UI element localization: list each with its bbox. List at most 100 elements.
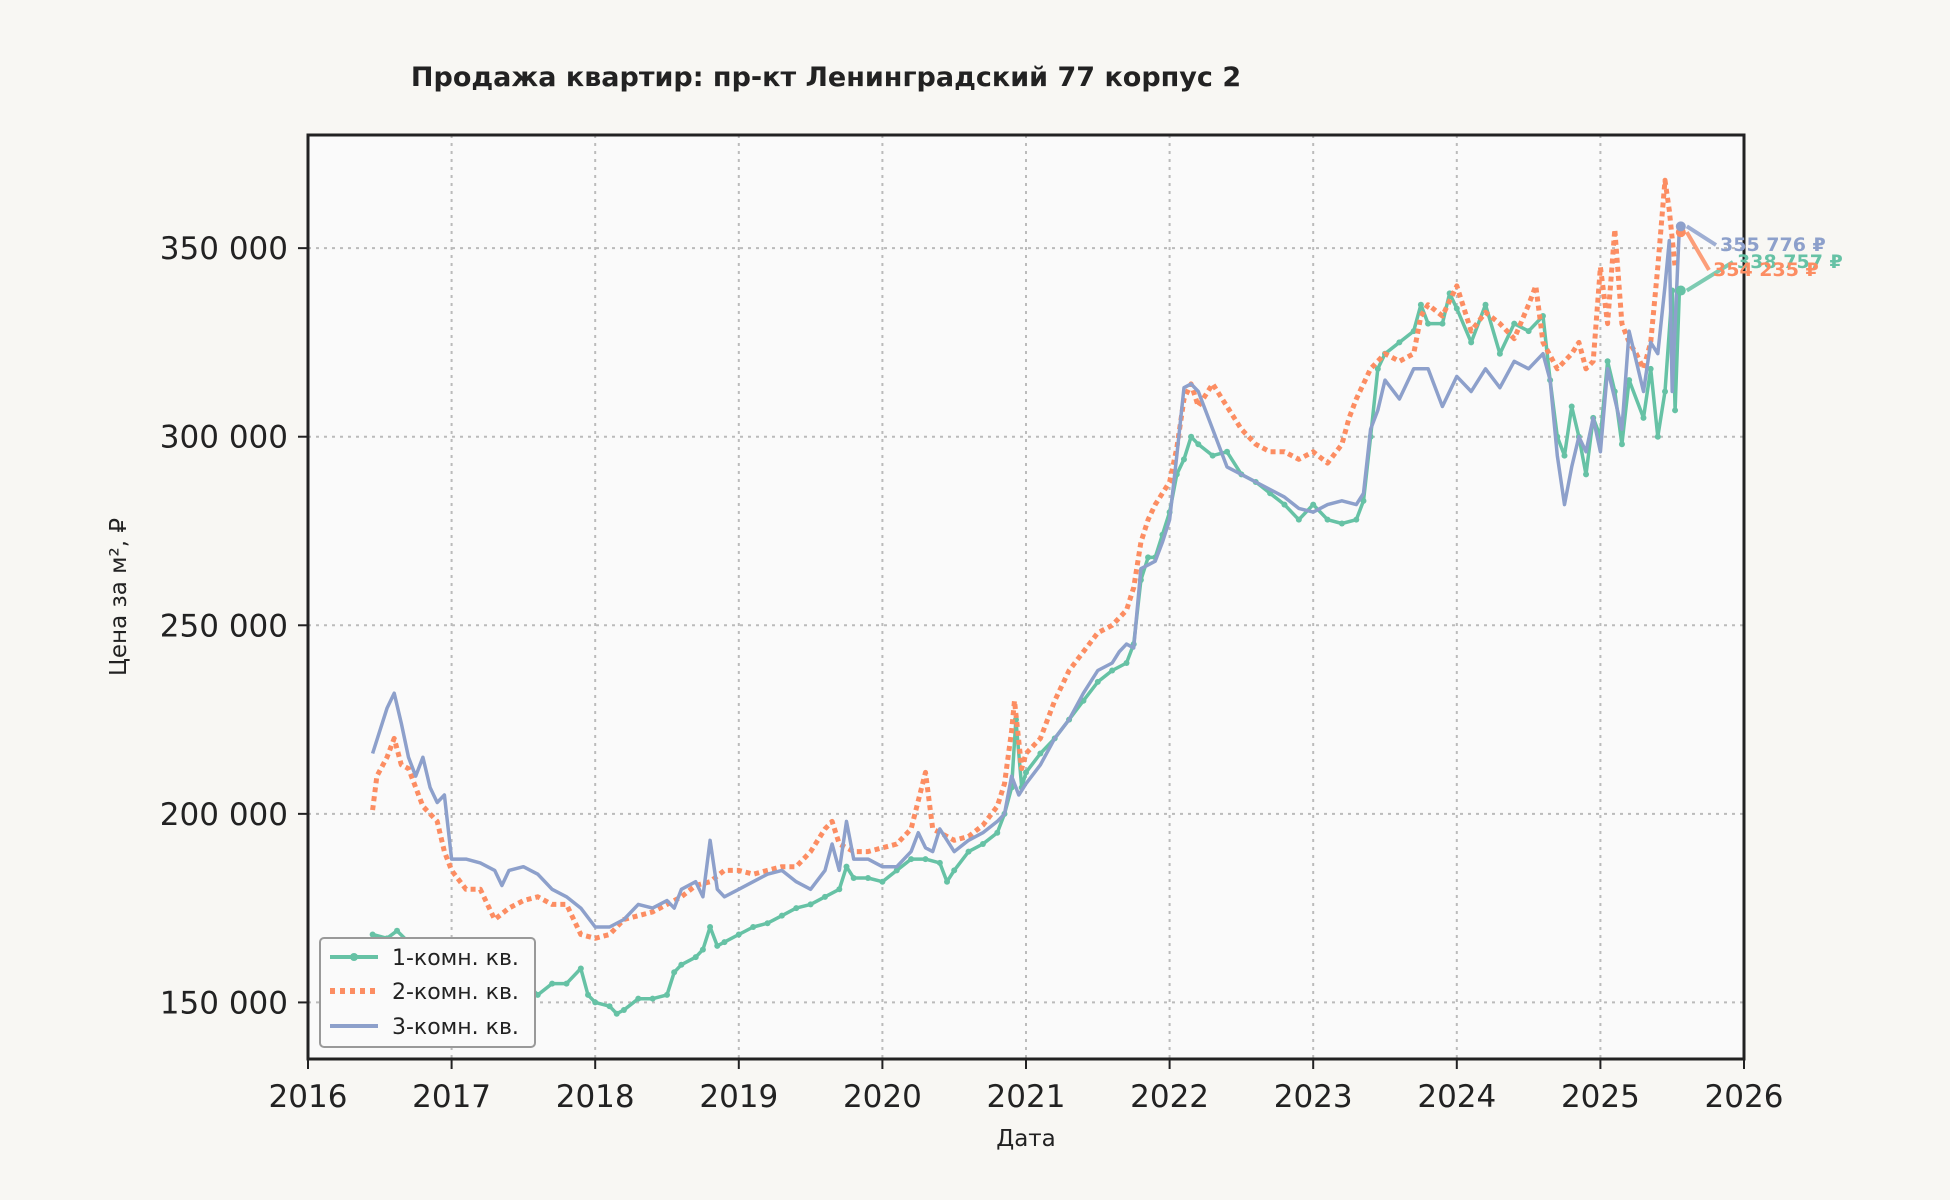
series-point-1room [979, 841, 986, 848]
series-point-1room [1353, 516, 1360, 523]
series-point-1room [1224, 448, 1231, 455]
series-point-1room [606, 1003, 613, 1010]
series-point-1room [649, 995, 656, 1002]
legend-box [319, 937, 536, 1048]
series-point-1room [1109, 667, 1116, 674]
series-point-1room [714, 942, 721, 949]
series-point-1room [1094, 678, 1101, 685]
series-point-1room [1561, 452, 1568, 459]
series-point-1room [1195, 441, 1202, 448]
series-line-3room [370, 226, 1682, 929]
series-point-1room [1209, 452, 1216, 459]
y-tick-label: 300 000 [160, 420, 288, 456]
series-point-1room [1583, 471, 1590, 478]
x-tick-label: 2024 [1417, 1079, 1496, 1115]
series-point-1room [707, 924, 714, 930]
series-point-1room [592, 999, 599, 1006]
x-tick-label: 2026 [1705, 1079, 1784, 1115]
series-point-1room [1654, 433, 1661, 440]
series-point-1room [936, 859, 943, 866]
y-tick-label: 150 000 [160, 985, 288, 1021]
series-point-1room [843, 863, 850, 870]
x-tick-label: 2022 [1130, 1079, 1209, 1115]
series-point-1room [879, 878, 886, 885]
end-label-arrow [1685, 260, 1735, 293]
y-axis-title: Цена за м², ₽ [106, 518, 132, 676]
legend-label-2room: 2-комн. кв. [392, 980, 519, 1005]
series-point-1room [735, 931, 742, 938]
chart-title: Продажа квартир: пр-кт Ленинградский 77 … [411, 62, 1241, 93]
end-value-label: 355 776 ₽ [1720, 234, 1826, 256]
series-point-1room [1647, 365, 1654, 372]
series-point-1room [994, 829, 1001, 836]
series-point-1room [1374, 365, 1381, 372]
series-point-1room [1023, 769, 1029, 776]
series-point-1room [778, 912, 785, 919]
series-point-1room [1188, 433, 1195, 440]
series-point-1room [908, 856, 915, 863]
series-point-1room [699, 946, 706, 953]
series-point-1room [1123, 660, 1130, 666]
series-point-1room [750, 924, 757, 930]
legend-label-1room: 1-комн. кв. [392, 946, 519, 971]
series-point-1room [807, 901, 814, 908]
x-tick-label: 2020 [843, 1079, 922, 1115]
series-point-1room [1618, 441, 1625, 448]
end-point-marker [1675, 285, 1686, 296]
series-point-1room [1672, 407, 1679, 414]
series-point-1room [1338, 520, 1345, 527]
series-point-1room [1525, 328, 1532, 335]
series-point-1room [1496, 350, 1503, 357]
end-value-label: 338 757 ₽ [1737, 251, 1843, 273]
series-point-1room [1324, 516, 1331, 523]
x-tick-label: 2016 [269, 1079, 348, 1115]
series-point-1room [951, 867, 958, 874]
x-tick-label: 2018 [556, 1079, 635, 1115]
legend: 1-комн. кв. 2-комн. кв. 3-комн. кв. [319, 937, 536, 1048]
series-point-1room [549, 980, 556, 987]
series-point-1room [721, 939, 728, 946]
series-point-1room [534, 991, 541, 998]
series-point-1room [692, 954, 699, 961]
series-point-1room [635, 995, 642, 1002]
y-tick-label: 250 000 [160, 608, 288, 644]
series-point-1room [1439, 320, 1446, 327]
series-point-1room [1295, 516, 1302, 523]
end-value-label: 354 235 ₽ [1713, 259, 1819, 281]
series-point-1room [764, 920, 771, 927]
series-point-1room [585, 991, 592, 998]
series-point-1room [1453, 305, 1460, 312]
x-tick-label: 2025 [1561, 1079, 1640, 1115]
series-point-1room [1180, 456, 1187, 463]
series-point-1room [850, 874, 857, 881]
series-point-1room [893, 867, 900, 874]
end-point-marker [1675, 221, 1686, 232]
series-point-1room [678, 961, 685, 968]
series-point-1room [577, 965, 584, 972]
series-point-1room [1662, 388, 1669, 395]
series-point-1room [1640, 414, 1647, 421]
x-tick-label: 2017 [412, 1079, 491, 1115]
series-point-1room [944, 878, 951, 885]
series-point-1room [1626, 377, 1633, 384]
series-point-1room [1482, 301, 1489, 308]
series-point-1room [922, 856, 929, 863]
series-point-1room [865, 874, 872, 881]
series-point-1room [1425, 320, 1432, 327]
series-point-1room [1310, 501, 1317, 508]
end-label-arrow [1685, 224, 1718, 247]
y-tick-label: 350 000 [160, 231, 288, 267]
series-point-1room [671, 969, 678, 976]
series-point-1room [793, 905, 800, 912]
legend-label-3room: 3-комн. кв. [392, 1015, 519, 1040]
tick-layer: 2016 2017 2018 2019 2020 2021 2022 2023 2024 2025… [160, 231, 1784, 1115]
x-axis-title: Дата [996, 1126, 1056, 1152]
y-tick-label: 200 000 [160, 797, 288, 833]
series-point-1room [1604, 358, 1611, 365]
legend-marker-1room [350, 953, 358, 961]
x-tick-label: 2023 [1274, 1079, 1353, 1115]
series-point-1room [613, 1010, 620, 1017]
series-point-1room [620, 1006, 627, 1013]
